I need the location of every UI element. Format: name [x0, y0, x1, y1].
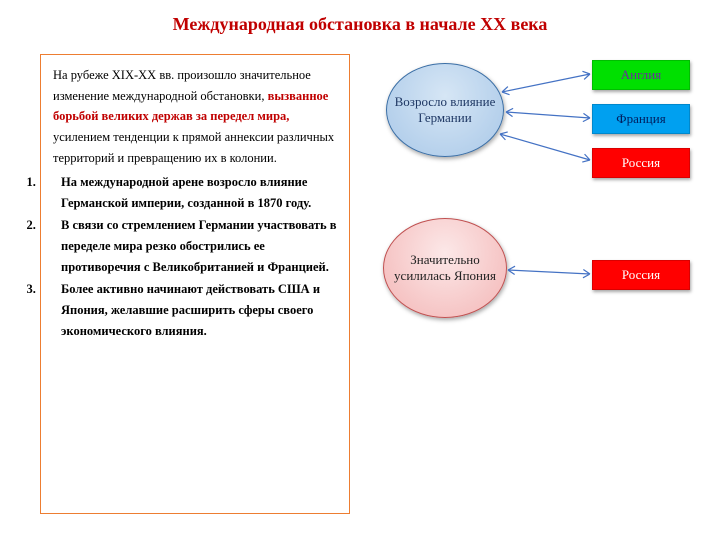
- info-textbox: На рубеже XIX-XX вв. произошло значитель…: [40, 54, 350, 514]
- ellipse-germany: Возросло влияние Германии: [386, 63, 504, 157]
- tag-label: Франция: [616, 111, 665, 127]
- tag-label: Англия: [621, 67, 661, 83]
- ellipse-japan-label: Значительно усилилась Япония: [384, 252, 506, 284]
- ellipse-japan: Значительно усилилась Япония: [383, 218, 507, 318]
- intro-post: усилением тенденции к прямой аннексии ра…: [53, 130, 334, 165]
- list-item: На международной арене возросло влияние …: [39, 172, 337, 213]
- tag-label: Россия: [622, 267, 660, 283]
- country-tag-france: Франция: [592, 104, 690, 134]
- page-title: Международная обстановка в начале ХХ век…: [0, 14, 720, 35]
- country-tag-russia-1: Россия: [592, 148, 690, 178]
- ellipse-germany-label: Возросло влияние Германии: [387, 94, 503, 126]
- list-item: В связи со стремлением Германии участвов…: [39, 215, 337, 277]
- intro-paragraph: На рубеже XIX-XX вв. произошло значитель…: [53, 65, 337, 168]
- points-list: На международной арене возросло влияние …: [39, 172, 337, 341]
- country-tag-england: Англия: [592, 60, 690, 90]
- list-item: Более активно начинают действовать США и…: [39, 279, 337, 341]
- tag-label: Россия: [622, 155, 660, 171]
- country-tag-russia-2: Россия: [592, 260, 690, 290]
